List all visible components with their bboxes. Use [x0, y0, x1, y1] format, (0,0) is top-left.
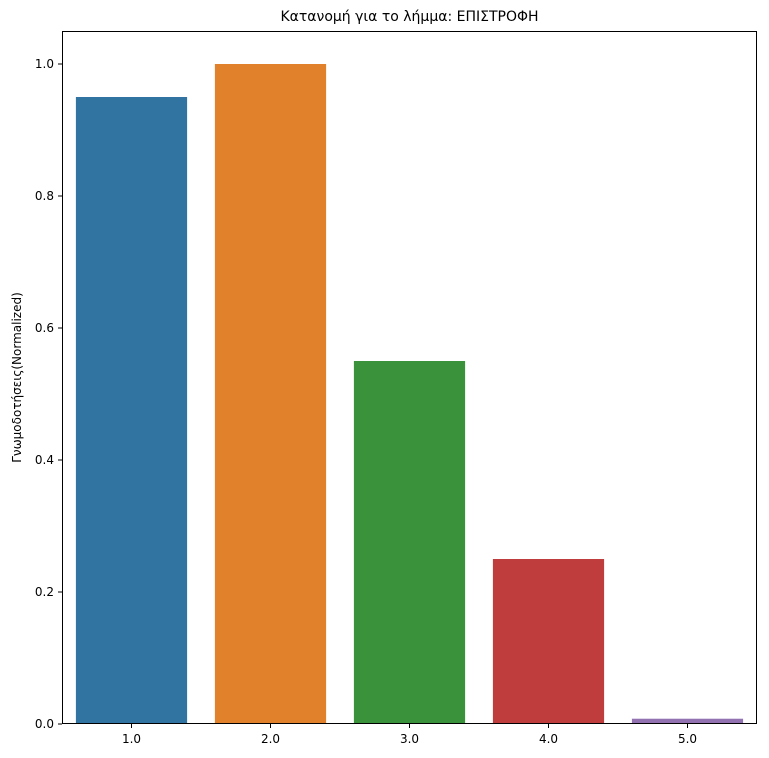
x-tick-label: 1.0	[122, 732, 141, 746]
bar-5.0	[631, 718, 744, 724]
y-axis-ticks: 0.0 0.2 0.4 0.6 0.8 1.0	[35, 57, 62, 731]
chart-title: Κατανομή για το λήμμα: ΕΠΙΣΤΡΟΦΗ	[280, 9, 538, 25]
y-tick-label: 0.8	[35, 189, 54, 203]
x-tick-label: 5.0	[678, 732, 697, 746]
bars	[75, 64, 744, 724]
bar-3.0	[353, 361, 466, 724]
y-tick-label: 0.4	[35, 453, 54, 467]
x-tick-label: 4.0	[539, 732, 558, 746]
y-tick-label: 0.2	[35, 585, 54, 599]
plot-frame	[62, 31, 757, 724]
x-axis-ticks: 1.0 2.0 3.0 4.0 5.0	[122, 724, 697, 746]
y-axis-label: Γνωμοδοτήσεις(Normalized)	[10, 292, 24, 463]
y-tick-label: 1.0	[35, 57, 54, 71]
bar-4.0	[492, 559, 605, 724]
y-tick-label: 0.6	[35, 321, 54, 335]
x-tick-label: 2.0	[261, 732, 280, 746]
bar-2.0	[214, 64, 327, 724]
x-tick-label: 3.0	[400, 732, 419, 746]
bar-1.0	[75, 97, 188, 724]
y-tick-label: 0.0	[35, 717, 54, 731]
